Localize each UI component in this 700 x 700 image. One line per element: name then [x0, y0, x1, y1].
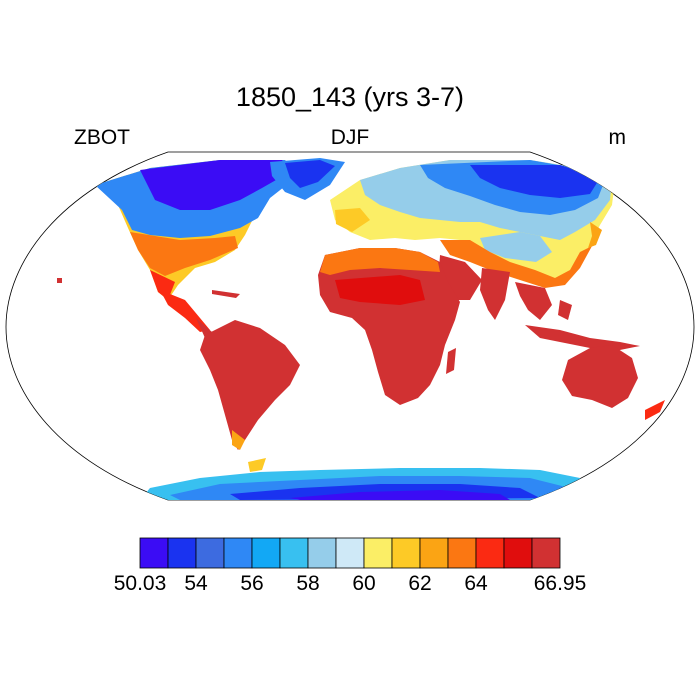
colorbar-swatch [531, 537, 561, 569]
colorbar-swatch [167, 537, 197, 569]
season-label: DJF [330, 126, 370, 149]
colorbar-swatch [503, 537, 533, 569]
colorbar-swatch [391, 537, 421, 569]
variable-label: ZBOT [74, 126, 130, 149]
colorbar-tick-label: 60 [352, 572, 376, 595]
colorbar-tick-label: 62 [408, 572, 432, 595]
colorbar [139, 537, 561, 569]
colorbar-swatch [307, 537, 337, 569]
colorbar-tick-label: 54 [184, 572, 208, 595]
eurasia [330, 160, 640, 352]
colorbar-swatch [335, 537, 365, 569]
colorbar-swatch [419, 537, 449, 569]
colorbar-tick-label: 66.95 [533, 572, 587, 595]
plot-title: 1850_143 (yrs 3-7) [235, 82, 465, 112]
colorbar-tick-label: 50.03 [113, 572, 167, 595]
colorbar-tick-label: 58 [296, 572, 320, 595]
antarctica [140, 458, 590, 500]
colorbar-tick-label: 64 [464, 572, 488, 595]
colorbar-tick-label: 56 [240, 572, 264, 595]
colorbar-swatch [139, 537, 169, 569]
colorbar-swatch [475, 537, 505, 569]
colorbar-swatch [279, 537, 309, 569]
north-america [57, 158, 345, 338]
africa [318, 248, 460, 405]
colorbar-swatch [251, 537, 281, 569]
colorbar-swatch [447, 537, 477, 569]
colorbar-swatch [223, 537, 253, 569]
units-label: m [608, 126, 627, 149]
colorbar-swatch [195, 537, 225, 569]
colorbar-swatch [363, 537, 393, 569]
south-america [200, 320, 300, 450]
australia [562, 345, 665, 420]
